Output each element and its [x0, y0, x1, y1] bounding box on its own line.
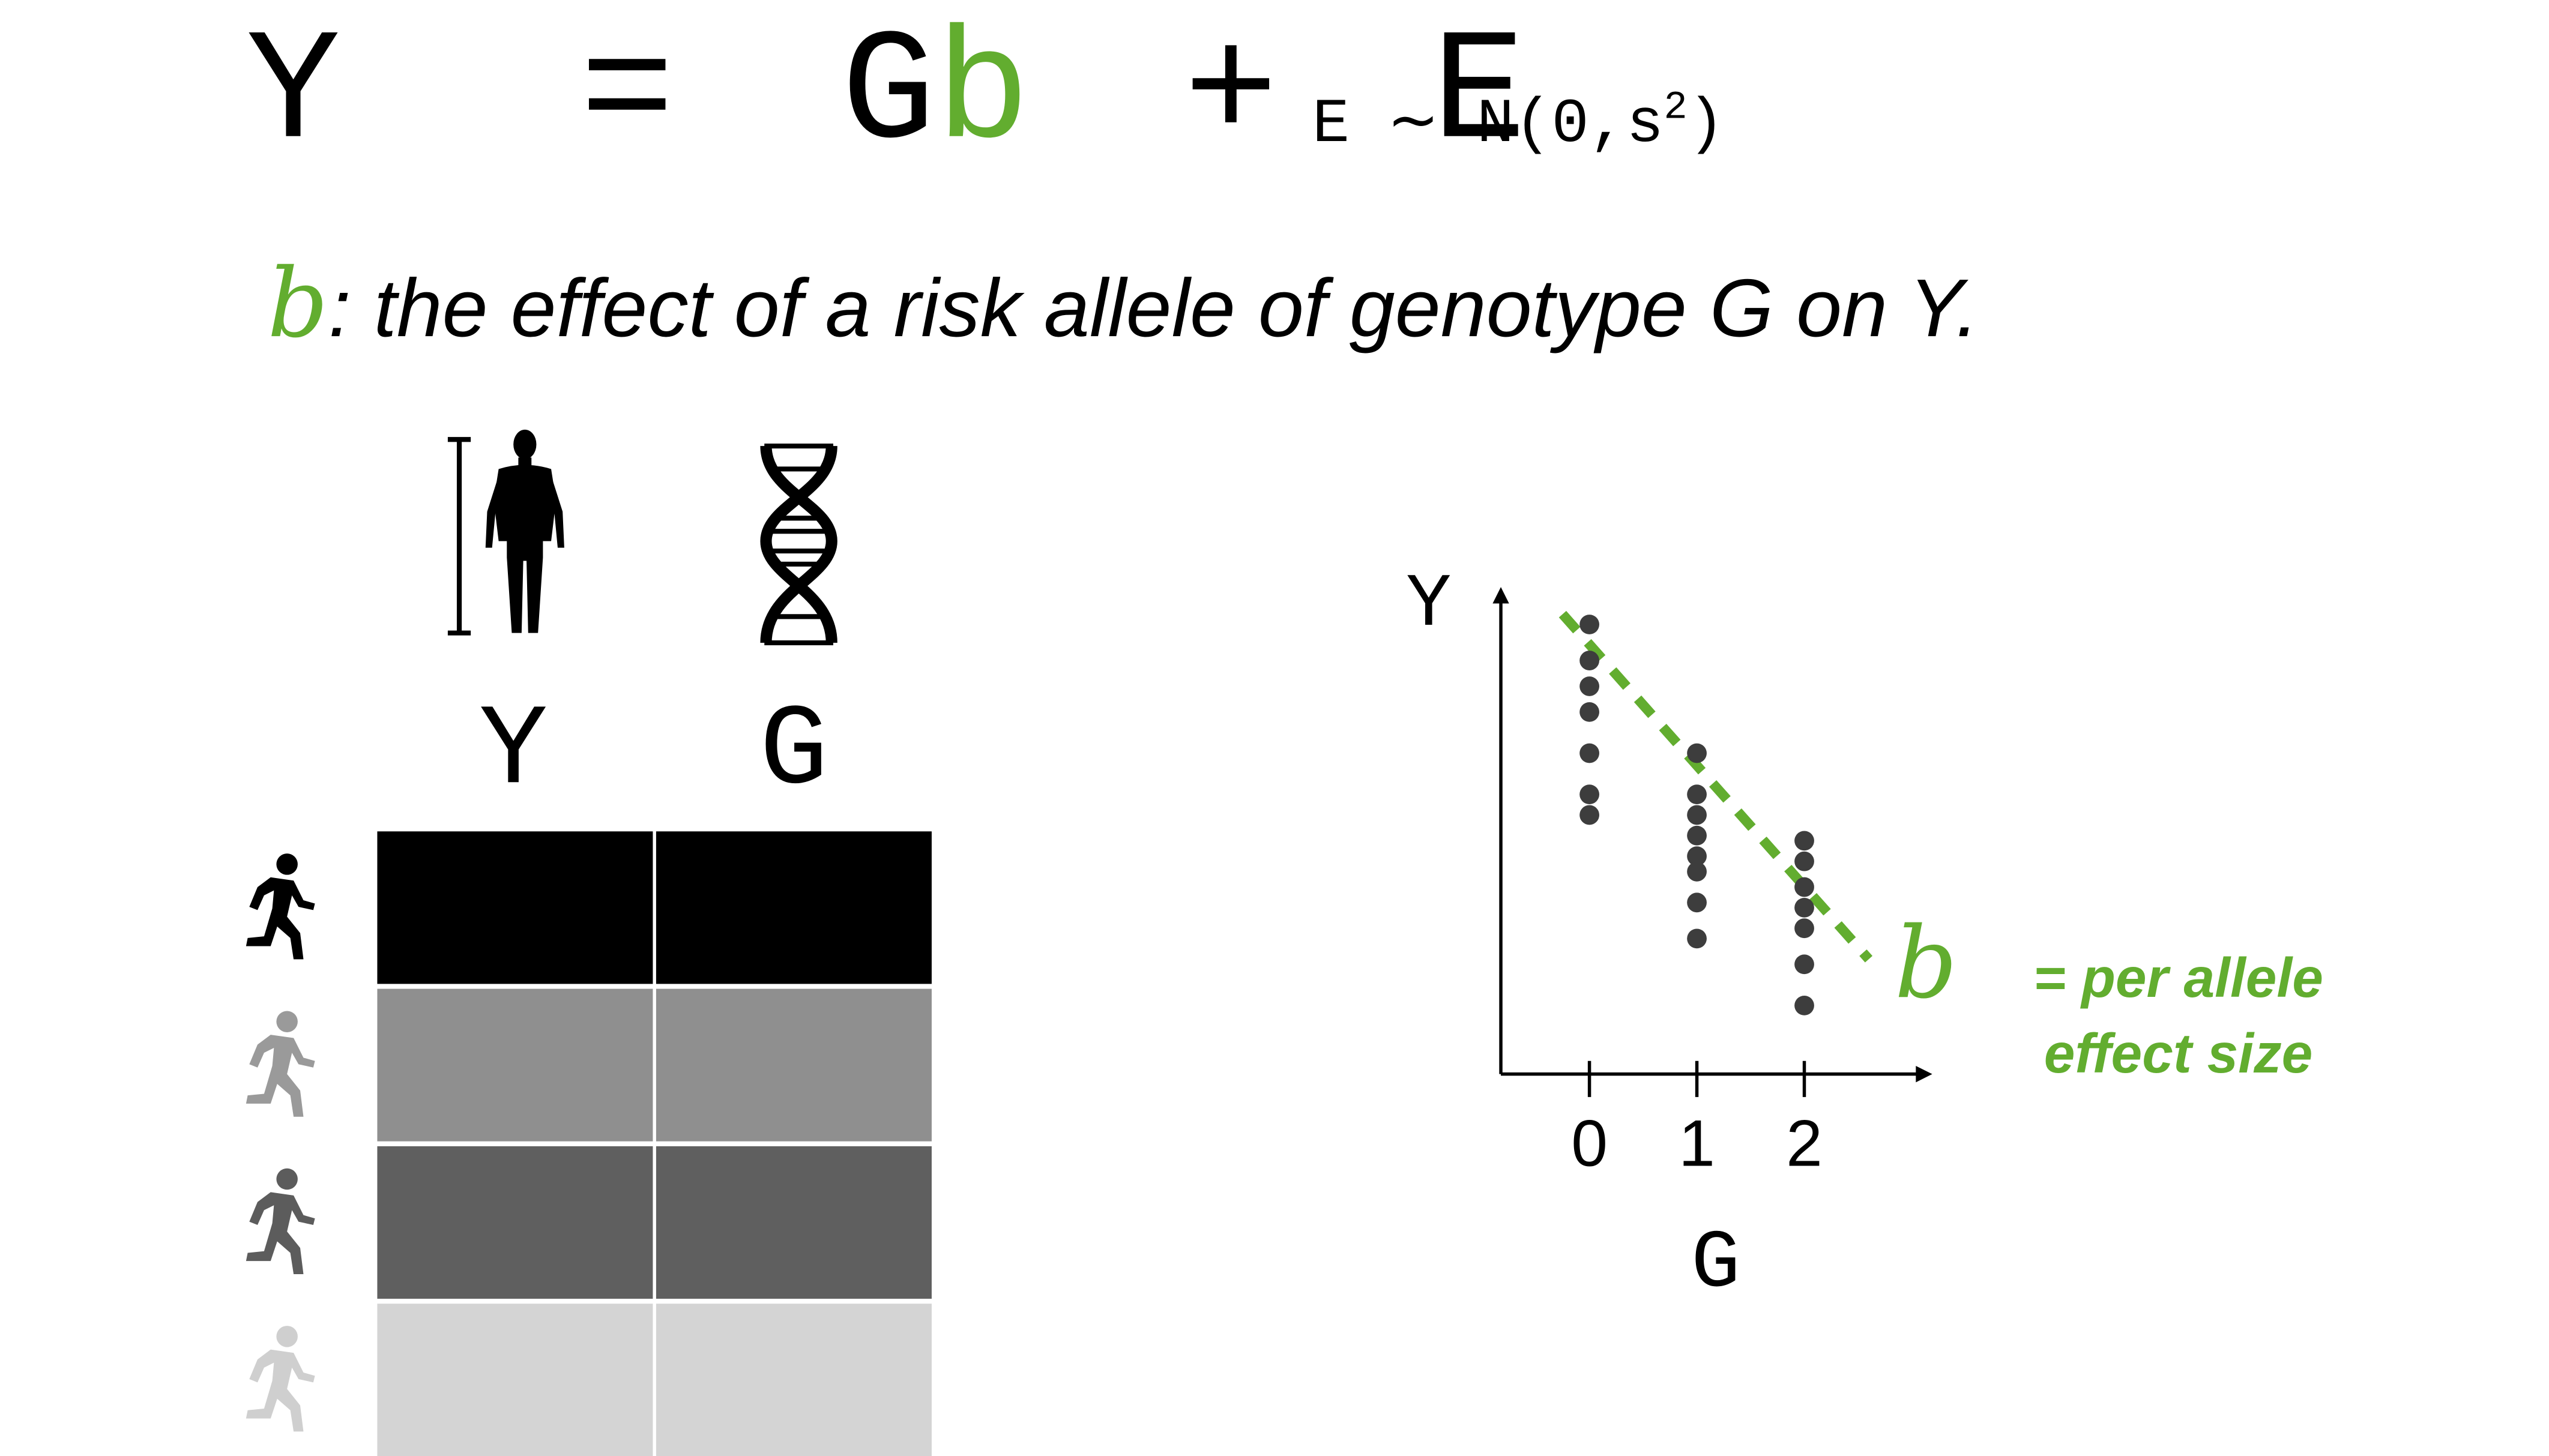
fit-line [1558, 610, 1873, 963]
eq-e: E [1431, 5, 1527, 184]
table-cell [656, 988, 932, 1142]
definition-symbol: b [267, 247, 328, 359]
data-point [1687, 846, 1707, 866]
data-point [1579, 805, 1599, 825]
eq-y: Y [246, 5, 341, 184]
data-point [1579, 651, 1599, 670]
definition-line: b: the effect of a risk allele of genoty… [267, 246, 1979, 361]
effect-size-line-1: = per allele [2033, 948, 2323, 1011]
eq-equals: = [580, 5, 675, 184]
data-point [1687, 928, 1707, 949]
data-point [1794, 918, 1814, 939]
table-cell [377, 988, 653, 1142]
x-tick-label: 1 [1679, 1109, 1715, 1181]
table-cell [656, 1304, 932, 1456]
definition-text: : the effect of a risk allele of genotyp… [328, 262, 1979, 355]
noise-rhs: N(0,s [1476, 90, 1664, 161]
table-cell [377, 1146, 653, 1299]
data-point [1579, 676, 1599, 696]
eq-plus: + [1183, 5, 1279, 184]
table-cell [377, 1304, 653, 1456]
noise-exponent: 2 [1664, 86, 1688, 131]
x-tick-label: 2 [1786, 1109, 1823, 1181]
column-label-g: G [759, 688, 828, 819]
data-point [1794, 995, 1814, 1015]
x-axis-arrow [1916, 1065, 1932, 1083]
effect-size-label: = per allele effect size [1998, 941, 2359, 1092]
effect-symbol: b [1894, 906, 1958, 1022]
chart-x-label: G [1691, 1218, 1740, 1312]
data-point [1687, 784, 1707, 805]
data-point [1687, 861, 1707, 882]
table-cell [656, 831, 932, 984]
data-point [1579, 702, 1599, 722]
data-point [1794, 954, 1814, 975]
column-label-y: Y [478, 688, 548, 819]
data-point [1794, 851, 1814, 871]
data-point [1794, 831, 1814, 851]
main-equation: Y = Gb + E [246, 5, 1527, 184]
effect-size-line-2: effect size [2044, 1023, 2313, 1086]
eq-g: G [841, 5, 936, 184]
running-person-icon [246, 853, 315, 960]
running-person-icon [246, 1326, 315, 1432]
data-point [1687, 743, 1707, 763]
data-point [1794, 897, 1814, 918]
table-cell [656, 1146, 932, 1299]
noise-tilde: ~ [1387, 83, 1440, 156]
data-point [1579, 784, 1599, 805]
chart-y-label: Y [1406, 562, 1452, 648]
x-tick-label: 0 [1571, 1109, 1608, 1181]
data-point [1579, 743, 1599, 763]
noise-close: ) [1687, 90, 1725, 161]
noise-equation: E ~ N(0,s2) [1312, 69, 1725, 167]
y-axis-arrow [1492, 587, 1509, 604]
data-point [1579, 615, 1599, 634]
noise-lhs: E [1312, 90, 1350, 161]
running-person-icon [246, 1011, 315, 1117]
data-point [1687, 805, 1707, 825]
running-person-icon [246, 1168, 315, 1274]
data-point [1687, 825, 1707, 846]
data-point [1687, 892, 1707, 913]
eq-b: b [935, 5, 1031, 184]
table-cell [377, 831, 653, 984]
data-point [1794, 877, 1814, 897]
